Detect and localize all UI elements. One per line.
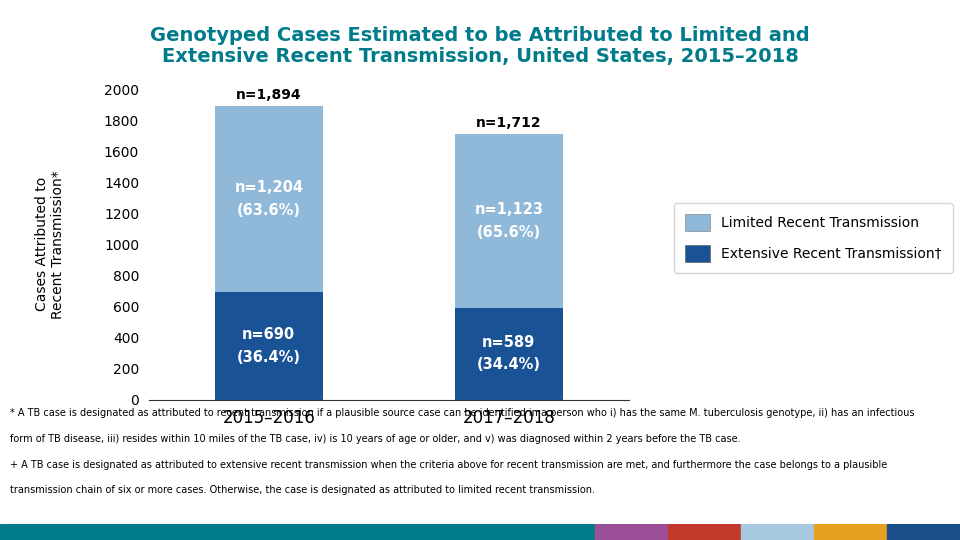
Text: n=690
(36.4%): n=690 (36.4%)	[237, 327, 300, 365]
Bar	[741, 524, 814, 540]
Text: + A TB case is designated as attributed to extensive recent transmission when th: + A TB case is designated as attributed …	[10, 460, 887, 470]
Text: n=1,894: n=1,894	[236, 87, 301, 102]
Bar	[668, 524, 741, 540]
Text: n=1,712: n=1,712	[476, 116, 541, 130]
Text: * A TB case is designated as attributed to recent transmission if a plausible so: * A TB case is designated as attributed …	[10, 408, 914, 418]
Text: transmission chain of six or more cases. Otherwise, the case is designated as at: transmission chain of six or more cases.…	[10, 485, 594, 496]
Bar	[595, 524, 668, 540]
Legend: Limited Recent Transmission, Extensive Recent Transmission†: Limited Recent Transmission, Extensive R…	[674, 203, 953, 273]
Text: Genotyped Cases Estimated to be Attributed to Limited and: Genotyped Cases Estimated to be Attribut…	[150, 25, 810, 45]
Text: n=589
(34.4%): n=589 (34.4%)	[477, 335, 540, 373]
Text: n=1,204
(63.6%): n=1,204 (63.6%)	[234, 180, 303, 218]
Bar	[215, 293, 323, 400]
Bar	[215, 105, 323, 293]
Bar	[455, 308, 563, 400]
Text: form of TB disease, iii) resides within 10 miles of the TB case, iv) is 10 years: form of TB disease, iii) resides within …	[10, 434, 740, 444]
Text: Extensive Recent Transmission, United States, 2015–2018: Extensive Recent Transmission, United St…	[161, 47, 799, 66]
Text: n=1,123
(65.6%): n=1,123 (65.6%)	[474, 202, 543, 240]
Bar	[0, 524, 595, 540]
Y-axis label: Cases Attributed to
Recent Transmission*: Cases Attributed to Recent Transmission*	[35, 170, 65, 319]
Bar	[814, 524, 887, 540]
Bar	[455, 134, 563, 308]
Bar	[887, 524, 960, 540]
